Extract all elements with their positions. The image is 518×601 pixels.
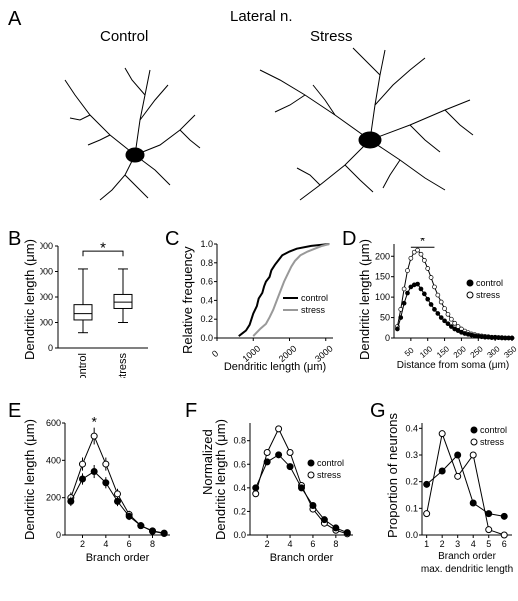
svg-text:4: 4 <box>103 539 108 549</box>
svg-text:0.4: 0.4 <box>200 295 213 305</box>
panel-label-f: F <box>185 400 197 423</box>
panel-e-ylabel: Dendritic length (μm) <box>22 419 37 540</box>
svg-text:Distance from soma (μm): Distance from soma (μm) <box>397 360 509 371</box>
svg-text:stress: stress <box>301 305 326 315</box>
svg-text:2000: 2000 <box>40 292 53 302</box>
panel-label-d: D <box>342 228 356 251</box>
svg-text:control: control <box>77 353 89 378</box>
svg-text:8: 8 <box>333 539 338 549</box>
svg-text:stress: stress <box>480 437 505 447</box>
svg-text:100: 100 <box>375 292 390 302</box>
svg-text:2: 2 <box>265 539 270 549</box>
svg-text:Branch order: Branch order <box>86 552 150 564</box>
svg-text:4: 4 <box>471 539 476 549</box>
svg-text:0.8: 0.8 <box>200 258 213 268</box>
svg-text:0.8: 0.8 <box>233 436 246 446</box>
svg-text:Branch order: Branch order <box>270 552 334 564</box>
svg-text:600: 600 <box>46 418 61 428</box>
svg-text:Branch order: Branch order <box>438 551 496 562</box>
svg-text:0.1: 0.1 <box>405 503 418 513</box>
svg-text:0.6: 0.6 <box>233 459 246 469</box>
svg-text:200: 200 <box>452 344 468 360</box>
svg-text:0.0: 0.0 <box>233 530 246 540</box>
svg-text:1: 1 <box>424 539 429 549</box>
svg-text:0.2: 0.2 <box>200 314 213 324</box>
svg-text:200: 200 <box>375 251 390 261</box>
svg-text:4000: 4000 <box>40 241 53 251</box>
svg-text:*: * <box>91 415 97 430</box>
svg-text:stress: stress <box>117 353 129 378</box>
svg-text:control: control <box>476 278 503 288</box>
svg-text:150: 150 <box>435 344 451 360</box>
svg-text:3000: 3000 <box>40 267 53 277</box>
svg-text:control: control <box>480 425 507 435</box>
svg-text:0.6: 0.6 <box>200 277 213 287</box>
svg-text:150: 150 <box>375 272 390 282</box>
svg-text:0.3: 0.3 <box>405 450 418 460</box>
svg-text:3: 3 <box>455 539 460 549</box>
svg-text:50: 50 <box>403 345 416 358</box>
panel-d-ylabel: Dendritic length (μm) <box>357 239 372 360</box>
svg-text:Dendritic length (μm): Dendritic length (μm) <box>224 361 326 373</box>
svg-text:*: * <box>420 238 426 248</box>
svg-text:100: 100 <box>418 344 434 360</box>
svg-text:2: 2 <box>440 539 445 549</box>
svg-text:*: * <box>100 240 106 257</box>
panel-label-a: A <box>8 8 21 31</box>
svg-text:0.2: 0.2 <box>405 477 418 487</box>
svg-text:2: 2 <box>80 539 85 549</box>
svg-text:0: 0 <box>48 343 53 353</box>
svg-text:250: 250 <box>469 344 485 360</box>
svg-text:1.0: 1.0 <box>200 239 213 249</box>
svg-text:0.4: 0.4 <box>233 483 246 493</box>
panel-c-ylabel: Relative frequency <box>180 246 195 354</box>
svg-text:200: 200 <box>46 493 61 503</box>
svg-text:control: control <box>301 293 328 303</box>
svg-text:1000: 1000 <box>40 318 53 328</box>
panel-c-chart: 0.00.20.40.60.81.00100020003000Dendritic… <box>195 238 340 378</box>
panel-g-chart: 0.0 0.1 0.2 0.3 0.4 1 23 45 6 Branch order max. de… <box>400 415 518 595</box>
neuron-stress <box>235 30 495 220</box>
svg-text:0.2: 0.2 <box>233 506 246 516</box>
svg-text:50: 50 <box>380 313 390 323</box>
svg-text:0.4: 0.4 <box>405 423 418 433</box>
svg-text:300: 300 <box>486 344 502 360</box>
panel-label-e: E <box>8 400 21 423</box>
panel-label-b: B <box>8 228 21 251</box>
panel-f-ylabel2: Dendritic length (μm) <box>213 419 228 540</box>
neuron-control <box>40 40 220 210</box>
figure-title: Lateral n. <box>230 8 293 25</box>
svg-text:6: 6 <box>310 539 315 549</box>
svg-text:stress: stress <box>476 290 501 300</box>
svg-text:0: 0 <box>385 333 390 343</box>
panel-b-ylabel: Dendritic length (μm) <box>22 239 37 360</box>
svg-text:400: 400 <box>46 455 61 465</box>
svg-text:350: 350 <box>502 344 517 360</box>
svg-text:4: 4 <box>288 539 293 549</box>
svg-text:6: 6 <box>127 539 132 549</box>
svg-text:stress: stress <box>317 470 342 480</box>
svg-text:max. dendritic length: max. dendritic length <box>421 564 513 575</box>
panel-b-chart: 0 1000 2000 3000 4000 control stress * <box>40 238 160 378</box>
svg-text:8: 8 <box>150 539 155 549</box>
panel-label-g: G <box>370 400 386 423</box>
svg-text:0.0: 0.0 <box>405 530 418 540</box>
svg-text:5: 5 <box>486 539 491 549</box>
panel-d-chart: 05010015020050100150200250300350*Distanc… <box>372 238 517 378</box>
svg-text:0: 0 <box>56 530 61 540</box>
panel-g-ylabel: Proportion of neurons <box>385 413 400 538</box>
panel-f-chart: 0.0 0.2 0.4 0.6 0.8 2 4 6 8 Branch order control st… <box>228 415 363 575</box>
panel-e-chart: 0 200 400 600 2 4 6 8 * Branch order <box>40 415 180 575</box>
panel-label-c: C <box>165 228 179 251</box>
svg-text:0.0: 0.0 <box>200 333 213 343</box>
svg-text:0: 0 <box>210 348 220 359</box>
svg-text:6: 6 <box>502 539 507 549</box>
svg-text:control: control <box>317 458 344 468</box>
